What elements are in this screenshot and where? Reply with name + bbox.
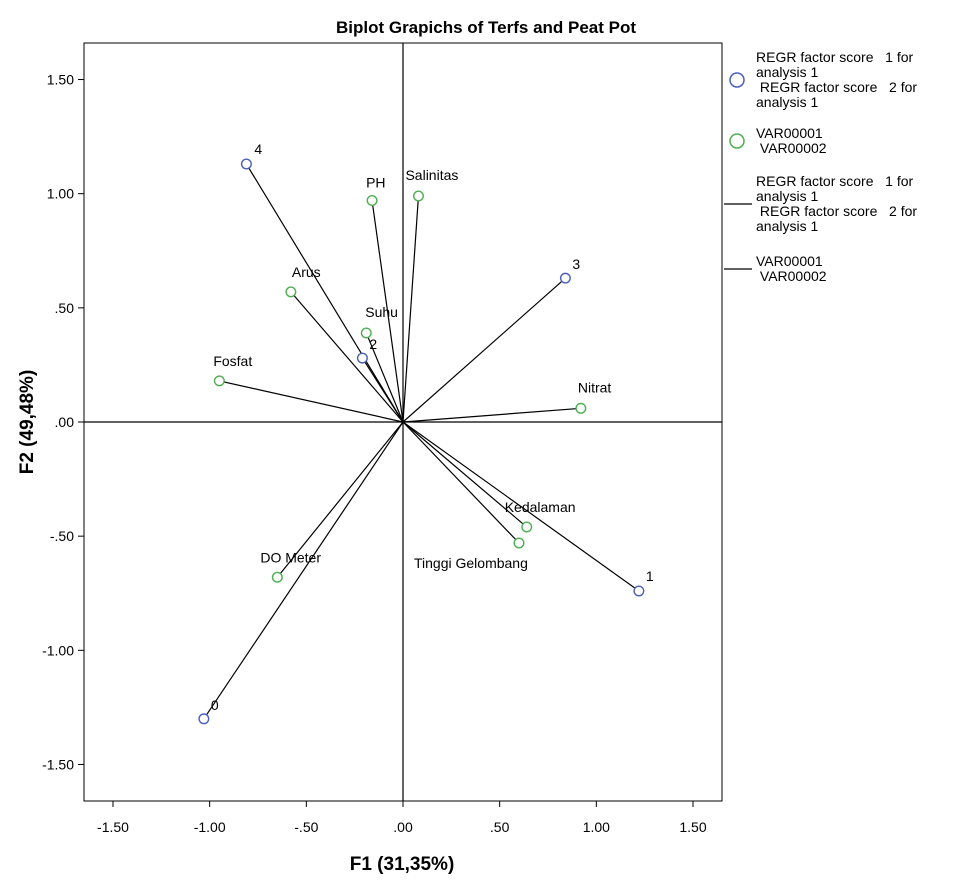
legend-entry-text: VAR00002 — [756, 140, 827, 156]
point-label-0: 0 — [211, 697, 219, 713]
chart-title: Biplot Grapichs of Terfs and Peat Pot — [336, 18, 636, 37]
x-tick-label: .00 — [393, 819, 413, 835]
point-label-4: 4 — [254, 141, 262, 157]
biplot-vectors — [203, 163, 640, 720]
marker-suhu — [360, 327, 372, 339]
vector-nitrat — [402, 407, 581, 423]
y-tick-label: 1.50 — [47, 72, 74, 88]
y-tick-label: -.50 — [50, 528, 74, 544]
legend-entry-text: VAR00001 — [756, 253, 823, 269]
marker-2 — [356, 352, 368, 364]
point-label-tinggi-gelombang: Tinggi Gelombang — [414, 555, 528, 571]
legend-entry-text: REGR factor score 2 for — [756, 79, 917, 95]
vector-2 — [361, 357, 404, 423]
point-label-arus: Arus — [292, 264, 321, 280]
vector-0 — [203, 421, 404, 720]
point-labels: 4 3 2 1 0 PH Salinitas Arus Suhu Fosfat Nitrat Keda… — [211, 141, 654, 713]
x-tick-label: -.50 — [294, 819, 318, 835]
x-tick-label: -1.00 — [194, 819, 226, 835]
point-label-salinitas: Salinitas — [405, 167, 458, 183]
point-label-3: 3 — [572, 256, 580, 272]
vector-suhu — [365, 332, 404, 423]
legend-entry-text: analysis 1 — [756, 94, 818, 110]
vector-tinggi-gelombang — [402, 421, 520, 544]
y-tick-label: -1.50 — [42, 756, 74, 772]
marker-0 — [198, 713, 210, 725]
y-tick-label: -1.00 — [42, 642, 74, 658]
legend-entry-text: analysis 1 — [756, 64, 818, 80]
point-label-kedalaman: Kedalaman — [505, 499, 576, 515]
marker-tinggi-gelombang — [513, 537, 525, 549]
vector-arus — [290, 291, 404, 423]
legend-marker-circle — [729, 72, 745, 88]
point-label-ph: PH — [366, 175, 385, 191]
legend-entry-text: REGR factor score 2 for — [756, 203, 917, 219]
point-label-do-meter: DO Meter — [260, 549, 321, 565]
x-tick-label: 1.00 — [583, 819, 610, 835]
marker-ph — [366, 195, 378, 207]
marker-3 — [559, 272, 571, 284]
point-label-1: 1 — [646, 568, 654, 584]
legend-entry-text: analysis 1 — [756, 218, 818, 234]
marker-salinitas — [412, 190, 424, 202]
legend-entry-text: analysis 1 — [756, 188, 818, 204]
vector-1 — [402, 421, 640, 592]
vector-fosfat — [219, 380, 404, 423]
marker-4 — [240, 158, 252, 170]
legend-entry-text: VAR00001 — [756, 125, 823, 141]
point-label-suhu: Suhu — [365, 304, 398, 320]
vector-4 — [245, 163, 404, 423]
marker-fosfat — [213, 375, 225, 387]
data-markers — [198, 158, 645, 725]
x-axis-title: F1 (31,35%) — [350, 854, 455, 875]
y-tick-label: .00 — [55, 414, 75, 430]
point-label-2: 2 — [369, 336, 377, 352]
vector-ph — [371, 200, 404, 423]
legend-entry-text: VAR00002 — [756, 268, 827, 284]
point-label-fosfat: Fosfat — [213, 353, 252, 369]
x-axis-ticks: -1.50 -1.00 -.50 .00 .50 1.00 1.50 — [97, 801, 707, 835]
vector-salinitas — [402, 195, 420, 423]
x-tick-label: .50 — [490, 819, 510, 835]
marker-do-meter — [271, 571, 283, 583]
marker-nitrat — [575, 402, 587, 414]
point-label-nitrat: Nitrat — [578, 379, 612, 395]
marker-kedalaman — [521, 521, 533, 533]
y-axis-title: F2 (49,48%) — [17, 370, 38, 475]
legend-entry-text: REGR factor score 1 for — [756, 173, 913, 189]
legend-marker-circle — [729, 133, 745, 149]
y-tick-label: .50 — [55, 300, 75, 316]
vector-do-meter — [276, 421, 404, 578]
legend-entry-text: REGR factor score 1 for — [756, 49, 913, 65]
vector-kedalaman — [402, 421, 528, 528]
marker-arus — [285, 286, 297, 298]
y-tick-label: 1.00 — [47, 186, 74, 202]
y-axis-ticks: 1.50 1.00 .50 .00 -.50 -1.00 -1.50 — [42, 72, 84, 772]
vector-3 — [402, 277, 566, 423]
marker-1 — [633, 585, 645, 597]
x-tick-label: 1.50 — [679, 819, 706, 835]
x-tick-label: -1.50 — [97, 819, 129, 835]
